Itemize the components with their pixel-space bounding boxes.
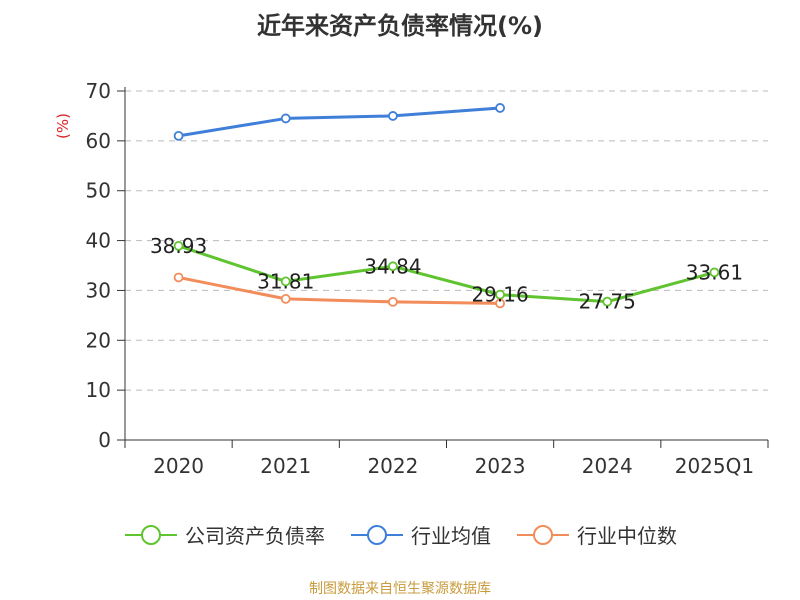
data-point (495, 103, 505, 113)
data-point (495, 298, 505, 309)
y-tick-label: 50 (86, 179, 111, 203)
y-tick-label: 70 (86, 79, 111, 103)
legend-label: 行业均值 (411, 524, 491, 548)
x-tick-label: 2021 (260, 454, 311, 478)
y-tick-label: 60 (86, 129, 111, 153)
legend-item-company[interactable]: 公司资产负债率 (123, 520, 325, 549)
data-point (173, 272, 184, 283)
y-tick-label: 30 (86, 278, 111, 302)
data-point (280, 113, 291, 124)
axes: 0 10 20 30 40 50 60 70 2020 2021 2022 2023 2024 2025Q… (86, 79, 769, 478)
data-point (388, 296, 398, 307)
data-label: 31.81 (257, 269, 314, 293)
data-point (602, 296, 613, 307)
data-point (280, 276, 291, 287)
y-tick-label: 0 (98, 428, 111, 452)
y-tick-label: 10 (86, 378, 111, 402)
data-label: 29.16 (471, 283, 528, 307)
data-point (388, 261, 398, 272)
x-tick-label: 2023 (475, 454, 526, 478)
series-line (178, 275, 501, 305)
x-tick-label: 2024 (582, 454, 633, 478)
legend-swatch-company (125, 524, 177, 545)
chart-title: 近年来资产负债率情况(%) (257, 12, 543, 40)
data-label: 27.75 (579, 290, 636, 314)
series-line (178, 106, 501, 138)
data-label: 38.93 (150, 234, 207, 258)
series-lines (173, 103, 720, 309)
legend-swatch-industry-average (351, 524, 403, 545)
data-point (173, 130, 184, 141)
data-point (280, 294, 291, 304)
y-tick-label: 40 (86, 229, 111, 253)
data-label: 34.84 (364, 254, 421, 278)
legend-swatch-industry-median (517, 524, 569, 545)
x-tick-label: 2025Q1 (675, 454, 754, 478)
legend-item-industry-average[interactable]: 行业均值 (349, 520, 491, 549)
legend-label: 公司资产负债率 (185, 524, 325, 548)
legend: 公司资产负债率 行业均值 行业中位数 (0, 520, 800, 549)
data-label: 33.61 (686, 260, 743, 284)
data-labels: 38.93 31.81 34.84 29.16 27.75 33.61 (150, 234, 743, 314)
data-point (709, 267, 720, 278)
legend-item-industry-median[interactable]: 行业中位数 (515, 520, 677, 549)
series-line (178, 244, 715, 304)
y-axis-label: (%) (54, 113, 72, 139)
y-tick-label: 20 (86, 328, 111, 352)
grid-lines (125, 90, 768, 391)
x-tick-label: 2022 (367, 454, 418, 478)
legend-label: 行业中位数 (577, 524, 677, 548)
data-point (173, 241, 184, 251)
x-tick-label: 2020 (153, 454, 204, 478)
data-point (388, 111, 398, 121)
source-note: 制图数据来自恒生聚源数据库 (309, 581, 491, 597)
